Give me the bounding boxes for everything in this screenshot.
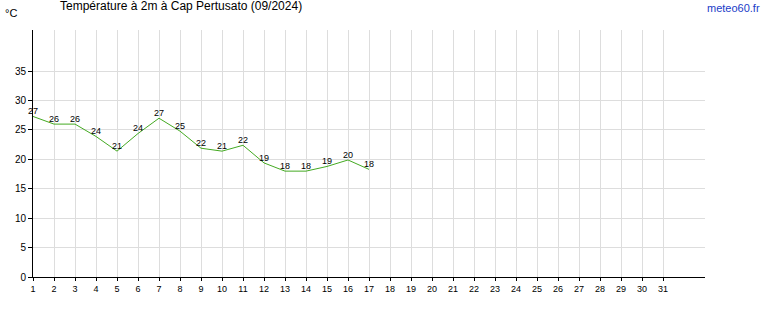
svg-text:30: 30 (15, 95, 27, 106)
svg-text:21: 21 (448, 284, 458, 294)
svg-text:26: 26 (70, 114, 80, 124)
svg-text:24: 24 (133, 123, 143, 133)
svg-text:27: 27 (574, 284, 584, 294)
svg-text:0: 0 (20, 272, 26, 283)
svg-text:20: 20 (427, 284, 437, 294)
svg-text:10: 10 (15, 213, 27, 224)
svg-text:24: 24 (511, 284, 521, 294)
svg-text:19: 19 (406, 284, 416, 294)
svg-text:29: 29 (616, 284, 626, 294)
svg-text:4: 4 (93, 284, 98, 294)
svg-text:26: 26 (553, 284, 563, 294)
svg-text:meteo60.fr: meteo60.fr (707, 2, 760, 14)
svg-text:8: 8 (177, 284, 182, 294)
svg-text:18: 18 (301, 161, 311, 171)
svg-text:18: 18 (364, 159, 374, 169)
svg-text:2: 2 (51, 284, 56, 294)
svg-text:21: 21 (217, 141, 227, 151)
svg-text:27: 27 (28, 106, 38, 116)
svg-text:16: 16 (343, 284, 353, 294)
svg-text:27: 27 (154, 108, 164, 118)
svg-text:30: 30 (637, 284, 647, 294)
svg-text:5: 5 (20, 242, 26, 253)
svg-text:22: 22 (469, 284, 479, 294)
svg-text:15: 15 (15, 183, 27, 194)
svg-text:22: 22 (196, 138, 206, 148)
svg-text:13: 13 (280, 284, 290, 294)
svg-text:3: 3 (72, 284, 77, 294)
svg-text:25: 25 (532, 284, 542, 294)
svg-text:12: 12 (259, 284, 269, 294)
svg-text:5: 5 (114, 284, 119, 294)
svg-text:35: 35 (15, 66, 27, 77)
svg-text:18: 18 (280, 161, 290, 171)
svg-text:20: 20 (15, 154, 27, 165)
svg-text:19: 19 (259, 153, 269, 163)
svg-text:1: 1 (30, 284, 35, 294)
svg-text:11: 11 (238, 284, 247, 294)
svg-text:26: 26 (49, 114, 59, 124)
svg-text:9: 9 (198, 284, 203, 294)
svg-text:10: 10 (217, 284, 227, 294)
svg-text:22: 22 (238, 135, 248, 145)
svg-text:21: 21 (112, 141, 122, 151)
svg-text:6: 6 (135, 284, 140, 294)
svg-text:25: 25 (15, 124, 27, 135)
svg-text:20: 20 (343, 150, 353, 160)
svg-text:15: 15 (322, 284, 332, 294)
svg-text:7: 7 (156, 284, 161, 294)
svg-text:28: 28 (595, 284, 605, 294)
svg-text:25: 25 (175, 121, 185, 131)
svg-text:23: 23 (490, 284, 500, 294)
svg-text:18: 18 (385, 284, 395, 294)
svg-text:24: 24 (91, 126, 101, 136)
svg-text:31: 31 (658, 284, 668, 294)
svg-text:°C: °C (5, 7, 17, 19)
svg-text:17: 17 (364, 284, 374, 294)
svg-text:19: 19 (322, 156, 332, 166)
svg-text:14: 14 (301, 284, 311, 294)
svg-text:Température à 2m à Cap Pertusa: Température à 2m à Cap Pertusato (09/202… (60, 0, 302, 13)
